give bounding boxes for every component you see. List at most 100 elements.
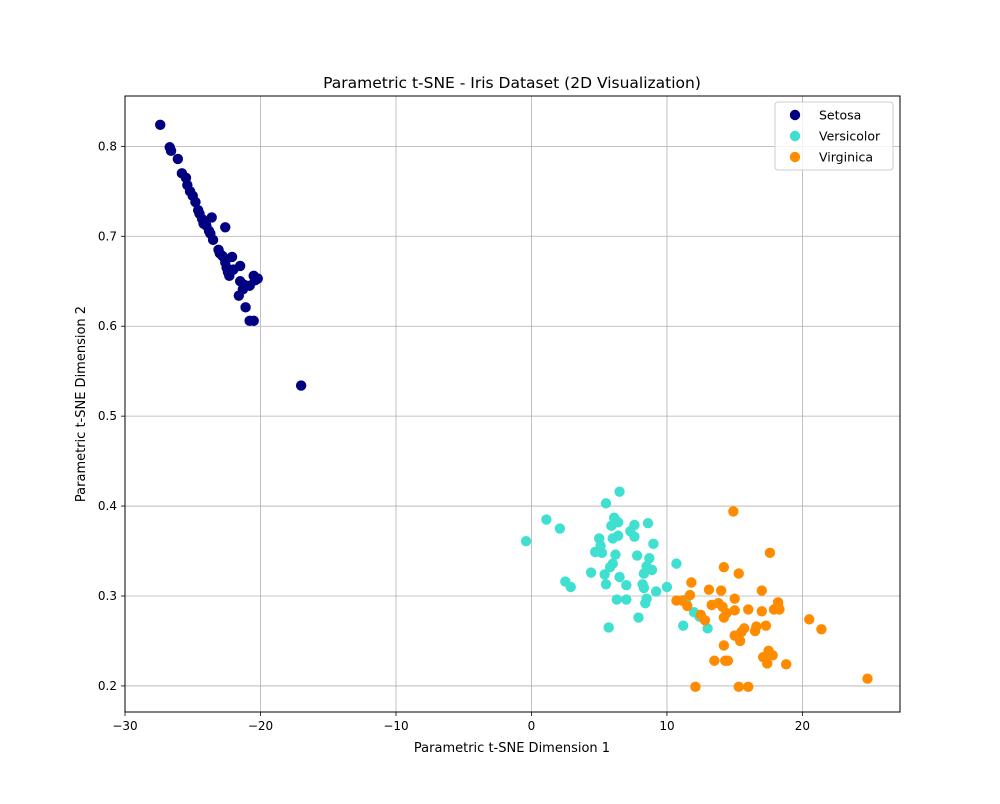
y-tick-label: 0.3	[98, 589, 117, 603]
data-points	[155, 119, 873, 693]
setosa-point	[155, 119, 166, 130]
virginica-point	[733, 568, 744, 579]
setosa-point	[207, 234, 219, 246]
virginica-point	[729, 593, 740, 604]
versicolor-point	[565, 581, 576, 593]
versicolor-point	[614, 486, 625, 497]
virginica-point	[738, 623, 750, 634]
virginica-point	[804, 614, 815, 625]
x-axis-label: Parametric t-SNE Dimension 1	[414, 741, 610, 756]
versicolor-point	[585, 567, 597, 578]
versicolor-point	[614, 571, 625, 583]
virginica-point	[751, 621, 762, 632]
virginica-point	[682, 600, 693, 612]
plot-frame	[124, 95, 901, 713]
versicolor-point	[633, 612, 644, 623]
setosa-point	[172, 153, 184, 165]
versicolor-point	[638, 582, 650, 594]
versicolor-point	[610, 549, 621, 560]
virginica-point	[774, 604, 785, 615]
virginica-point	[718, 640, 730, 651]
y-axis-ticks: 0.2 0.3 0.4 0.5 0.6 0.7 0.8	[98, 139, 125, 693]
versicolor-point	[644, 553, 655, 564]
virginica-point	[756, 585, 768, 596]
virginica-point	[722, 655, 734, 666]
virginica-point	[764, 547, 776, 559]
virginica-point	[733, 681, 744, 693]
setosa-point	[190, 196, 201, 208]
versicolor-point	[621, 594, 632, 605]
virginica-point	[816, 624, 827, 635]
y-tick-label: 0.8	[98, 139, 117, 153]
grid-lines	[124, 96, 900, 712]
versicolor-point	[600, 579, 612, 590]
versicolor-point	[631, 550, 643, 561]
x-tick-label: −30	[112, 719, 137, 733]
setosa-point	[165, 145, 177, 157]
virginica-point	[721, 607, 732, 619]
versicolor-point	[678, 620, 689, 631]
versicolor-point	[599, 569, 610, 580]
versicolor-point	[648, 538, 659, 550]
legend: Setosa Versicolor Virginica	[774, 101, 894, 171]
virginica-point	[734, 635, 746, 647]
setosa-point	[252, 273, 263, 284]
setosa-point	[206, 212, 217, 223]
legend-label-versicolor: Versicolor	[819, 129, 881, 144]
versicolor-point	[554, 523, 566, 534]
virginica-point	[728, 506, 739, 517]
y-tick-label: 0.2	[98, 679, 117, 693]
virginica-point	[686, 577, 697, 588]
virginica-point	[703, 584, 715, 595]
setosa-point	[248, 315, 259, 327]
virginica-point	[767, 650, 778, 661]
versicolor-point	[612, 517, 624, 528]
legend-marker-setosa	[789, 109, 801, 121]
versicolor-point	[600, 498, 612, 509]
versicolor-point	[702, 623, 713, 634]
x-tick-label: 10	[659, 719, 674, 733]
x-tick-label: 0	[528, 719, 536, 733]
versicolor-point	[520, 535, 532, 547]
virginica-point	[760, 620, 772, 631]
y-tick-label: 0.4	[98, 499, 117, 513]
setosa-point	[234, 260, 246, 272]
versicolor-point	[650, 586, 662, 597]
virginica-point	[715, 585, 727, 596]
legend-label-setosa: Setosa	[819, 108, 861, 123]
versicolor-point	[612, 530, 624, 541]
virginica-point	[862, 673, 873, 684]
versicolor-point	[541, 514, 552, 525]
legend-marker-virginica	[789, 151, 801, 163]
versicolor-point	[671, 558, 682, 569]
y-tick-label: 0.7	[98, 229, 117, 243]
virginica-point	[780, 659, 792, 670]
versicolor-point	[646, 564, 658, 576]
versicolor-point	[642, 517, 654, 529]
setosa-point	[240, 302, 251, 313]
setosa-point	[295, 380, 307, 391]
legend-box	[774, 101, 894, 171]
x-tick-label: −10	[383, 719, 408, 733]
versicolor-point	[603, 622, 614, 633]
virginica-point	[690, 681, 701, 693]
versicolor-point	[641, 593, 652, 604]
virginica-point	[743, 604, 754, 615]
virginica-point	[684, 589, 696, 601]
virginica-point	[762, 658, 773, 669]
virginica-point	[756, 606, 768, 617]
virginica-point	[743, 681, 754, 693]
versicolor-point	[611, 594, 623, 605]
virginica-point	[709, 655, 720, 666]
versicolor-point	[629, 519, 640, 531]
versicolor-point	[596, 547, 608, 559]
virginica-point	[699, 615, 711, 626]
setosa-point	[220, 222, 231, 233]
y-tick-label: 0.6	[98, 319, 117, 333]
setosa-point	[226, 251, 238, 263]
y-axis-label: Parametric t-SNE Dimension 2	[74, 306, 89, 502]
versicolor-point	[621, 580, 632, 591]
legend-marker-versicolor	[789, 130, 801, 142]
